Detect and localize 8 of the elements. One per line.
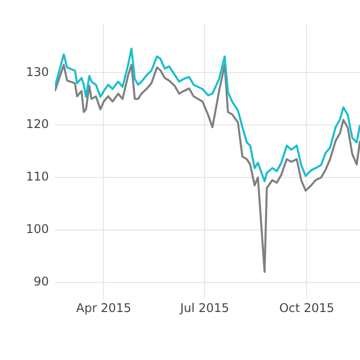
y-tick-label: 130 — [26, 64, 49, 79]
x-tick-label: Apr 2015 — [76, 300, 132, 315]
x-tick-label: Oct 2015 — [279, 300, 334, 315]
x-tick-label: Jul 2015 — [179, 300, 230, 315]
y-tick-label: 90 — [34, 274, 49, 288]
y-tick-label: 100 — [26, 222, 49, 236]
y-tick-label: 120 — [26, 117, 49, 132]
y-tick-label: 110 — [26, 170, 49, 184]
